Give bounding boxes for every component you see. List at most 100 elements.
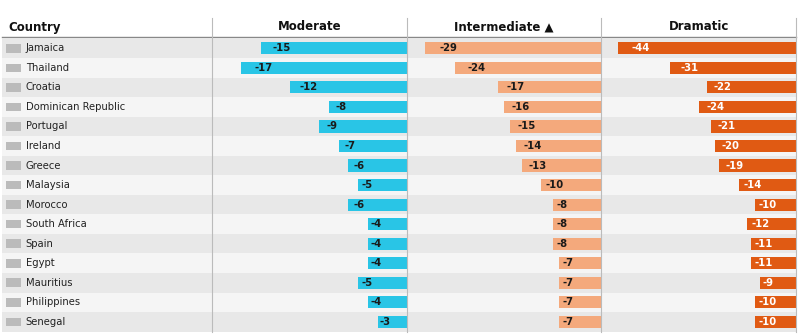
Bar <box>6 103 21 111</box>
Text: -31: -31 <box>680 63 698 73</box>
Bar <box>2 156 212 175</box>
Bar <box>406 156 602 175</box>
Bar <box>2 254 212 273</box>
Text: -11: -11 <box>755 258 774 268</box>
Bar <box>553 199 602 211</box>
Text: Moderate: Moderate <box>278 20 342 34</box>
Bar <box>6 298 21 307</box>
Text: -8: -8 <box>335 102 346 112</box>
Bar <box>670 62 796 74</box>
Bar <box>6 64 21 72</box>
Bar <box>2 117 212 136</box>
Bar <box>212 273 406 292</box>
Bar <box>406 136 602 156</box>
Bar <box>212 97 406 117</box>
Text: -7: -7 <box>562 278 574 288</box>
Text: -9: -9 <box>326 122 337 131</box>
Text: -7: -7 <box>344 141 355 151</box>
Bar <box>755 296 796 309</box>
Text: -4: -4 <box>371 258 382 268</box>
Text: -44: -44 <box>632 43 650 53</box>
Bar <box>711 120 796 133</box>
Text: Thailand: Thailand <box>26 63 69 73</box>
Text: -16: -16 <box>512 102 530 112</box>
Bar <box>2 214 212 234</box>
Text: -6: -6 <box>353 200 364 210</box>
Text: -22: -22 <box>714 82 732 92</box>
Bar <box>602 39 796 58</box>
Text: -8: -8 <box>557 219 568 229</box>
Bar <box>368 257 406 269</box>
Bar <box>558 257 602 269</box>
Bar <box>406 214 602 234</box>
Bar <box>602 214 796 234</box>
Bar <box>406 78 602 97</box>
Bar <box>406 195 602 214</box>
Bar <box>358 277 406 289</box>
Bar <box>2 292 212 312</box>
Text: -13: -13 <box>529 160 546 171</box>
Bar <box>212 214 406 234</box>
Bar <box>602 97 796 117</box>
Bar <box>698 101 796 113</box>
Text: Jamaica: Jamaica <box>26 43 65 53</box>
Text: -3: -3 <box>380 317 391 327</box>
Bar <box>6 278 21 287</box>
Text: Malaysia: Malaysia <box>26 180 70 190</box>
Bar <box>6 83 21 92</box>
Bar <box>504 101 602 113</box>
Text: Dominican Republic: Dominican Republic <box>26 102 125 112</box>
Bar <box>602 136 796 156</box>
Bar <box>602 312 796 332</box>
Text: -8: -8 <box>557 239 568 249</box>
Text: -12: -12 <box>751 219 770 229</box>
Bar <box>510 120 602 133</box>
Bar <box>558 296 602 309</box>
Bar <box>602 254 796 273</box>
Text: -14: -14 <box>523 141 542 151</box>
Text: South Africa: South Africa <box>26 219 86 229</box>
Text: -9: -9 <box>762 278 774 288</box>
Bar <box>212 136 406 156</box>
Bar <box>2 78 212 97</box>
Bar <box>602 234 796 254</box>
Bar <box>6 200 21 209</box>
Bar <box>212 78 406 97</box>
Bar <box>406 292 602 312</box>
Bar <box>212 195 406 214</box>
Bar <box>2 58 212 78</box>
Bar <box>6 122 21 131</box>
Bar <box>368 296 406 309</box>
Bar <box>6 142 21 150</box>
Bar <box>602 58 796 78</box>
Bar <box>212 234 406 254</box>
Bar <box>212 175 406 195</box>
Bar <box>553 218 602 230</box>
Bar <box>406 273 602 292</box>
Bar <box>751 238 796 250</box>
Bar <box>2 136 212 156</box>
Bar <box>2 312 212 332</box>
Text: -29: -29 <box>439 43 457 53</box>
Text: -19: -19 <box>725 160 743 171</box>
Bar <box>602 195 796 214</box>
Bar <box>242 62 406 74</box>
Text: -5: -5 <box>362 278 373 288</box>
Text: -4: -4 <box>371 297 382 307</box>
Text: -10: -10 <box>758 317 777 327</box>
Bar <box>715 140 796 152</box>
Bar <box>406 39 602 58</box>
Bar <box>6 259 21 268</box>
Text: Croatia: Croatia <box>26 82 62 92</box>
Text: -6: -6 <box>353 160 364 171</box>
Bar <box>2 97 212 117</box>
Bar <box>2 195 212 214</box>
Text: -5: -5 <box>362 180 373 190</box>
Bar <box>368 238 406 250</box>
Bar <box>2 273 212 292</box>
Bar <box>406 175 602 195</box>
Bar <box>212 312 406 332</box>
Text: Philippines: Philippines <box>26 297 80 307</box>
Bar <box>378 316 406 328</box>
Text: Senegal: Senegal <box>26 317 66 327</box>
